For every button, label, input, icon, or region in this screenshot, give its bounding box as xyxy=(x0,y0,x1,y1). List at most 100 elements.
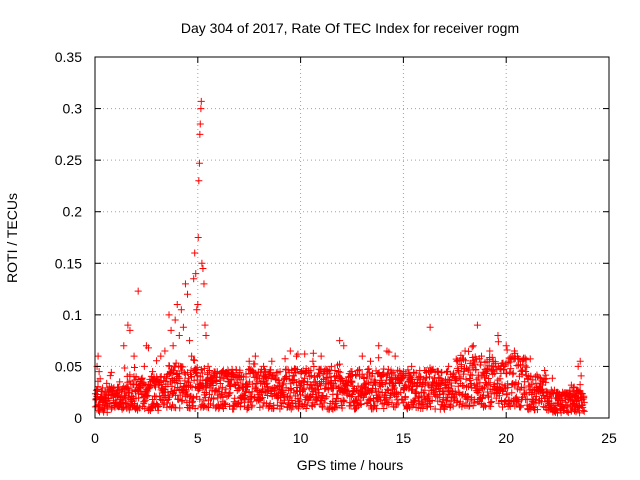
data-point xyxy=(554,388,562,396)
data-point xyxy=(157,352,165,360)
data-point xyxy=(225,378,233,386)
data-point xyxy=(469,342,477,350)
x-tick-label: 0 xyxy=(91,430,99,446)
background-point xyxy=(339,376,347,384)
data-point xyxy=(132,373,140,381)
background-point xyxy=(368,388,376,396)
background-point xyxy=(144,392,152,400)
background-point xyxy=(444,367,452,375)
grid-lines xyxy=(95,57,609,418)
background-point xyxy=(454,367,462,375)
data-point xyxy=(195,177,203,185)
background-point xyxy=(438,387,446,395)
background-point xyxy=(109,385,117,393)
background-point xyxy=(165,393,173,401)
background-point xyxy=(467,397,475,405)
background-point xyxy=(472,355,480,363)
background-point xyxy=(580,398,588,406)
background-point xyxy=(464,392,472,400)
background-point xyxy=(579,403,587,411)
background-point xyxy=(372,379,380,387)
background-point xyxy=(419,401,427,409)
background-point xyxy=(499,388,507,396)
background-point xyxy=(221,400,229,408)
background-point xyxy=(154,406,162,414)
x-tick-label: 20 xyxy=(498,430,514,446)
data-point xyxy=(198,259,206,267)
background-point xyxy=(309,349,317,357)
background-point xyxy=(472,365,480,373)
data-point xyxy=(140,362,148,370)
background-point xyxy=(155,403,163,411)
background-point xyxy=(130,363,138,371)
background-point xyxy=(231,394,239,402)
data-point xyxy=(576,357,584,365)
background-point xyxy=(427,403,435,411)
background-point xyxy=(569,384,577,392)
background-point xyxy=(300,386,308,394)
background-point xyxy=(197,366,205,374)
background-point xyxy=(516,403,524,411)
background-point xyxy=(153,357,161,365)
background-point xyxy=(423,403,431,411)
background-point xyxy=(302,405,310,413)
background-point xyxy=(455,368,463,376)
background-point xyxy=(340,397,348,405)
background-point xyxy=(348,391,356,399)
background-point xyxy=(507,365,515,373)
y-tick-label: 0.05 xyxy=(55,358,82,374)
background-point xyxy=(259,402,267,410)
background-point xyxy=(333,403,341,411)
data-point xyxy=(149,368,157,376)
background-point xyxy=(164,388,172,396)
background-point xyxy=(332,372,340,380)
background-point xyxy=(169,368,177,376)
background-point xyxy=(503,346,511,354)
background-point xyxy=(143,393,151,401)
background-point xyxy=(383,370,391,378)
background-point xyxy=(369,395,377,403)
background-point xyxy=(190,394,198,402)
background-point xyxy=(174,373,182,381)
data-point xyxy=(96,375,104,383)
background-point xyxy=(331,377,339,385)
background-point xyxy=(478,395,486,403)
data-point xyxy=(124,321,132,329)
background-point xyxy=(192,368,200,376)
data-point xyxy=(210,373,218,381)
background-point xyxy=(184,374,192,382)
background-point xyxy=(521,362,529,370)
background-point xyxy=(457,374,465,382)
background-point xyxy=(440,402,448,410)
background-point xyxy=(422,374,430,382)
background-point xyxy=(501,400,509,408)
background-point xyxy=(185,378,193,386)
data-point xyxy=(383,347,391,355)
background-point xyxy=(293,366,301,374)
data-point xyxy=(286,347,294,355)
background-point xyxy=(483,369,491,377)
background-point xyxy=(479,391,487,399)
background-point xyxy=(314,385,322,393)
data-point xyxy=(171,316,179,324)
background-point xyxy=(375,354,383,362)
background-point xyxy=(267,366,275,374)
data-point xyxy=(543,388,551,396)
background-point xyxy=(169,390,177,398)
background-point xyxy=(520,384,528,392)
background-point xyxy=(334,390,342,398)
data-point xyxy=(416,373,424,381)
y-tick-label: 0.35 xyxy=(55,49,82,65)
background-point xyxy=(176,404,184,412)
background-point xyxy=(203,403,211,411)
background-point xyxy=(152,383,160,391)
data-point xyxy=(445,362,453,370)
background-point xyxy=(206,390,214,398)
background-point xyxy=(293,384,301,392)
background-point xyxy=(421,386,429,394)
data-point xyxy=(191,249,199,257)
background-point xyxy=(128,387,136,395)
data-point xyxy=(94,352,102,360)
background-point xyxy=(99,384,107,392)
